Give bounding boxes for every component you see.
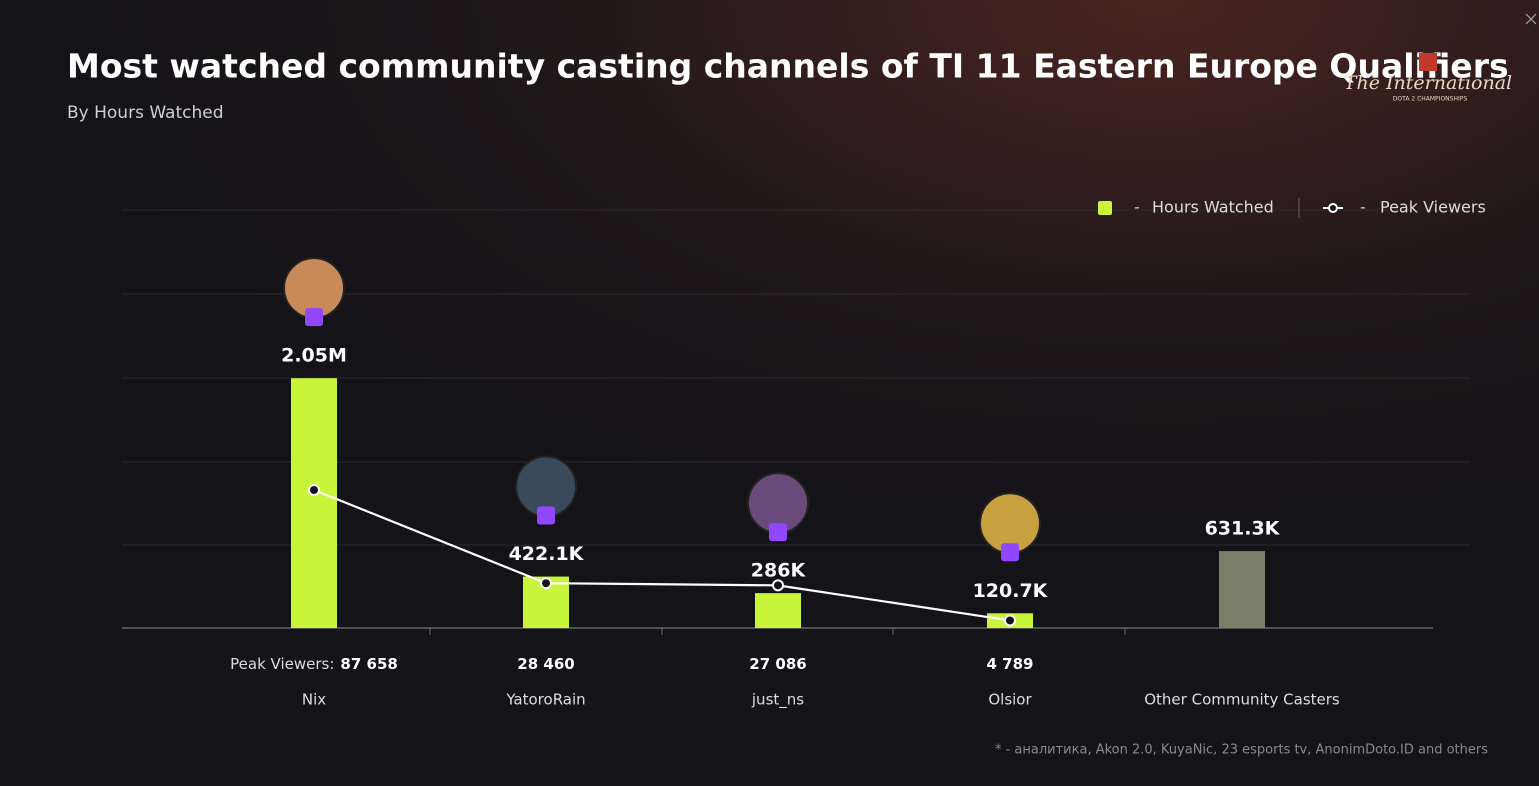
line bbox=[313, 488, 1011, 622]
twitch-badge bbox=[305, 308, 323, 327]
twitch-badge bbox=[1001, 543, 1019, 562]
line-marker bbox=[772, 579, 784, 592]
peak-viewers-value: 28 460 bbox=[517, 655, 574, 673]
x-tick-label: Other Community Casters bbox=[1144, 691, 1340, 709]
chart-subtitle: By Hours Watched bbox=[67, 103, 224, 123]
footnote: * - аналитика, Akon 2.0, KuyaNic, 23 esp… bbox=[995, 743, 1488, 758]
bar bbox=[291, 378, 337, 628]
logo-icon bbox=[1419, 53, 1437, 71]
peak-viewers-label: Peak Viewers: 87 658 bbox=[230, 655, 398, 673]
chart-title: Most watched community casting channels … bbox=[67, 47, 1509, 86]
peak-viewers-label: 27 086 bbox=[749, 655, 806, 673]
peak-viewers-value: 27 086 bbox=[749, 655, 806, 673]
line-marker bbox=[1004, 614, 1016, 627]
peak-viewers-value: 87 658 bbox=[340, 655, 397, 673]
logo-name: The International bbox=[1344, 72, 1512, 94]
data-label: 631.3K bbox=[1205, 518, 1281, 540]
data-label: 286K bbox=[751, 560, 807, 582]
peak-viewers-prefix: Peak Viewers: bbox=[230, 655, 334, 673]
peak-viewers-label: 4 789 bbox=[987, 655, 1034, 673]
close-icon[interactable] bbox=[1525, 13, 1537, 25]
legend: - Hours Watched - Peak Viewers bbox=[1098, 198, 1486, 218]
grid bbox=[122, 209, 1470, 546]
data-label: 2.05M bbox=[281, 345, 347, 367]
legend-marker bbox=[1328, 203, 1338, 213]
bar bbox=[1219, 551, 1265, 628]
bar bbox=[755, 593, 801, 628]
avatar bbox=[283, 257, 345, 327]
line-marker bbox=[308, 483, 320, 496]
line-marker bbox=[540, 577, 552, 590]
twitch-badge bbox=[537, 506, 555, 525]
legend-label: Peak Viewers bbox=[1380, 198, 1486, 217]
peak-viewers-label: 28 460 bbox=[517, 655, 574, 673]
legend-dash: - bbox=[1134, 198, 1140, 217]
data-label: 422.1K bbox=[509, 543, 585, 565]
legend-dash: - bbox=[1360, 198, 1366, 217]
data-label: 120.7K bbox=[973, 580, 1049, 602]
legend-swatch bbox=[1098, 201, 1112, 215]
avatar bbox=[747, 472, 809, 542]
x-axis-ticks bbox=[429, 628, 1126, 635]
twitch-badge bbox=[769, 523, 787, 542]
peak-viewers-value: 4 789 bbox=[987, 655, 1034, 673]
avatar bbox=[515, 455, 577, 525]
avatar bbox=[979, 492, 1041, 562]
logo-subtitle: DOTA 2 CHAMPIONSHIPS bbox=[1393, 96, 1468, 103]
legend-label: Hours Watched bbox=[1152, 198, 1274, 217]
x-tick-label: Nix bbox=[302, 691, 326, 709]
logo: The International DOTA 2 CHAMPIONSHIPS bbox=[1344, 53, 1512, 103]
x-tick-label: YatoroRain bbox=[505, 691, 585, 709]
x-tick-label: Olsior bbox=[988, 691, 1032, 709]
x-tick-label: just_ns bbox=[751, 691, 804, 710]
